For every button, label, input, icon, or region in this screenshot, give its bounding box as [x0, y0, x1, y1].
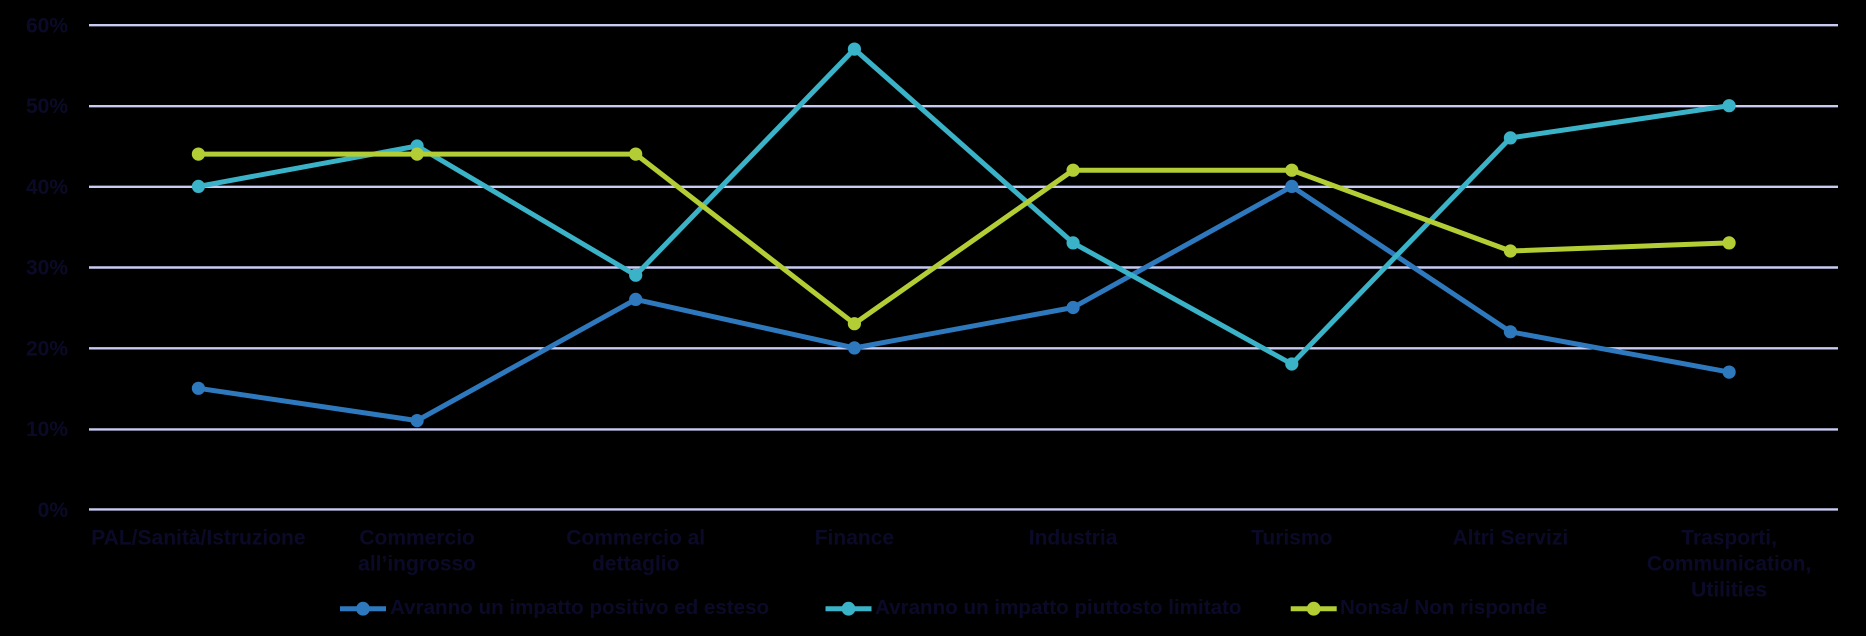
svg-text:10%: 10%: [26, 418, 68, 441]
svg-text:Turismo: Turismo: [1251, 527, 1332, 550]
svg-text:Nonsa/ Non risponde: Nonsa/ Non risponde: [1340, 596, 1547, 619]
svg-text:60%: 60%: [26, 14, 68, 37]
svg-text:Avranno un impatto piuttosto l: Avranno un impatto piuttosto limitato: [875, 596, 1241, 619]
svg-text:Industria: Industria: [1029, 527, 1118, 550]
svg-text:20%: 20%: [26, 337, 68, 360]
svg-text:PAL/Sanità/Istruzione: PAL/Sanità/Istruzione: [91, 527, 305, 550]
svg-text:Finance: Finance: [815, 527, 894, 550]
svg-text:50%: 50%: [26, 95, 68, 118]
svg-text:Avranno un impatto positivo ed: Avranno un impatto positivo ed esteso: [390, 596, 769, 619]
svg-text:30%: 30%: [26, 257, 68, 280]
svg-text:40%: 40%: [26, 176, 68, 199]
svg-text:Trasporti,Communication,Utilit: Trasporti, Communication, Utilities: [1647, 527, 1812, 602]
svg-text:0%: 0%: [38, 499, 69, 522]
svg-text:Altri Servizi: Altri Servizi: [1453, 527, 1569, 550]
